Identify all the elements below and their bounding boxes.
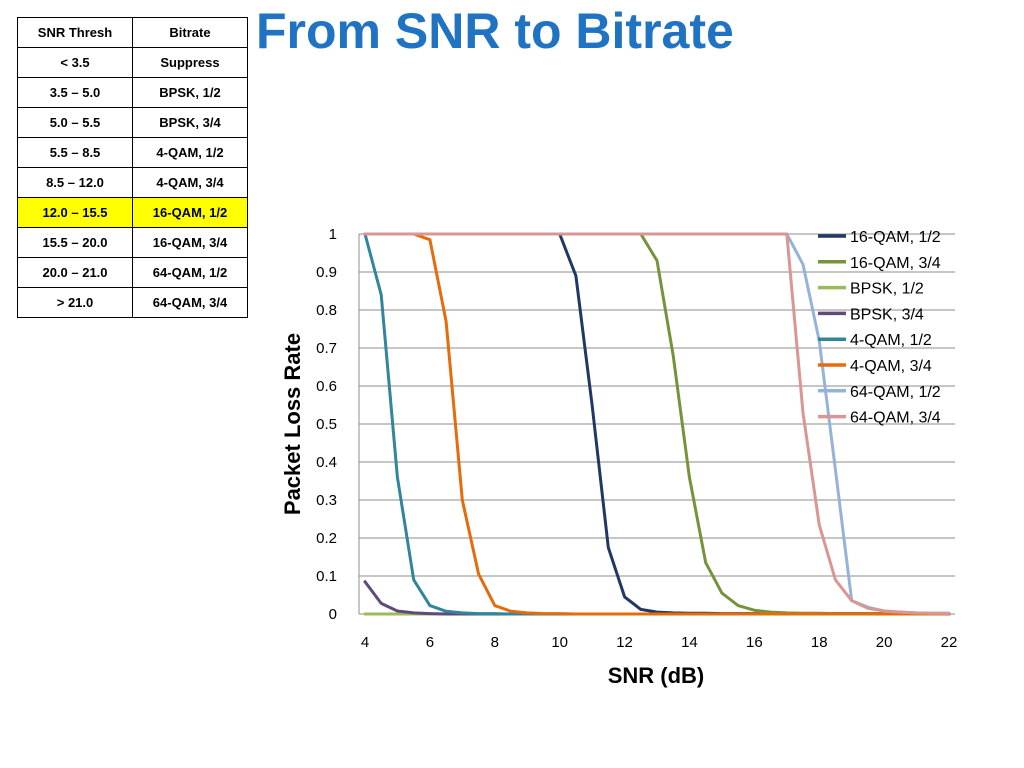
cell-snr-thresh: 8.5 – 12.0 bbox=[17, 167, 133, 198]
table-row: 20.0 – 21.0 64-QAM, 1/2 bbox=[17, 257, 248, 288]
series-line bbox=[363, 232, 951, 616]
legend-label: 16-QAM, 1/2 bbox=[850, 229, 941, 246]
y-axis-label: Packet Loss Rate bbox=[280, 333, 305, 515]
legend-label: 64-QAM, 3/4 bbox=[850, 410, 941, 427]
y-tick-label: 0.9 bbox=[316, 264, 337, 281]
cell-bitrate: 16-QAM, 1/2 bbox=[132, 197, 248, 228]
y-tick-label: 0.7 bbox=[316, 340, 337, 357]
cell-snr-thresh: > 21.0 bbox=[17, 287, 133, 318]
legend-label: BPSK, 1/2 bbox=[850, 281, 924, 298]
y-tick-label: 0.2 bbox=[316, 530, 337, 547]
x-tick-label: 20 bbox=[876, 634, 893, 651]
table-row: 3.5 – 5.0 BPSK, 1/2 bbox=[17, 77, 248, 108]
x-axis-ticks: 4 6 8 10 12 14 16 18 20 22 bbox=[361, 634, 958, 651]
legend-label: 4-QAM, 3/4 bbox=[850, 358, 932, 375]
series-line bbox=[363, 580, 951, 616]
legend-label: 16-QAM, 3/4 bbox=[850, 255, 941, 272]
y-tick-label: 0.1 bbox=[316, 568, 337, 585]
x-axis-label: SNR (dB) bbox=[608, 663, 705, 688]
y-tick-label: 0 bbox=[329, 606, 337, 623]
table-row: 5.5 – 8.5 4-QAM, 1/2 bbox=[17, 137, 248, 168]
table-row: 12.0 – 15.5 16-QAM, 1/2 bbox=[17, 197, 248, 228]
table-row: > 21.0 64-QAM, 3/4 bbox=[17, 287, 248, 318]
snr-bitrate-table: SNR Thresh Bitrate < 3.5 Suppress 3.5 – 5.… bbox=[17, 17, 248, 318]
cell-snr-thresh: 3.5 – 5.0 bbox=[17, 77, 133, 108]
x-tick-label: 18 bbox=[811, 634, 828, 651]
cell-bitrate: 16-QAM, 3/4 bbox=[132, 227, 248, 258]
slide-title: From SNR to Bitrate bbox=[256, 3, 734, 59]
y-tick-label: 0.3 bbox=[316, 492, 337, 509]
x-tick-label: 10 bbox=[551, 634, 568, 651]
cell-snr-thresh: 5.0 – 5.5 bbox=[17, 107, 133, 138]
y-tick-label: 1 bbox=[329, 226, 337, 243]
x-tick-label: 4 bbox=[361, 634, 369, 651]
header-snr-thresh: SNR Thresh bbox=[17, 17, 133, 48]
y-tick-label: 0.6 bbox=[316, 378, 337, 395]
table-body: < 3.5 Suppress 3.5 – 5.0 BPSK, 1/2 5.0 – 5.5… bbox=[17, 47, 248, 318]
cell-bitrate: 4-QAM, 1/2 bbox=[132, 137, 248, 168]
legend-label: BPSK, 3/4 bbox=[850, 306, 924, 323]
y-tick-label: 0.4 bbox=[316, 454, 337, 471]
table-row: 5.0 – 5.5 BPSK, 3/4 bbox=[17, 107, 248, 138]
chart-series bbox=[363, 232, 951, 616]
y-tick-label: 0.5 bbox=[316, 416, 337, 433]
x-tick-label: 16 bbox=[746, 634, 763, 651]
header-bitrate: Bitrate bbox=[132, 17, 248, 48]
cell-snr-thresh: 12.0 – 15.5 bbox=[17, 197, 133, 228]
x-tick-label: 8 bbox=[491, 634, 499, 651]
y-axis-ticks: 0 0.1 0.2 0.3 0.4 0.5 0.6 0.7 0.8 0.9 1 bbox=[316, 226, 337, 623]
x-tick-label: 6 bbox=[426, 634, 434, 651]
chart-legend: 16-QAM, 1/2 16-QAM, 3/4 BPSK, 1/2 BPSK, 3/4… bbox=[818, 229, 941, 427]
legend-label: 64-QAM, 1/2 bbox=[850, 384, 941, 401]
x-tick-label: 12 bbox=[616, 634, 633, 651]
cell-snr-thresh: 5.5 – 8.5 bbox=[17, 137, 133, 168]
y-tick-label: 0.8 bbox=[316, 302, 337, 319]
table-row: 8.5 – 12.0 4-QAM, 3/4 bbox=[17, 167, 248, 198]
cell-bitrate: BPSK, 1/2 bbox=[132, 77, 248, 108]
cell-bitrate: 4-QAM, 3/4 bbox=[132, 167, 248, 198]
x-tick-label: 22 bbox=[941, 634, 958, 651]
cell-snr-thresh: 20.0 – 21.0 bbox=[17, 257, 133, 288]
cell-snr-thresh: < 3.5 bbox=[17, 47, 133, 78]
legend-label: 4-QAM, 1/2 bbox=[850, 332, 932, 349]
x-tick-label: 14 bbox=[681, 634, 698, 651]
table-row: 15.5 – 20.0 16-QAM, 3/4 bbox=[17, 227, 248, 258]
series-line bbox=[363, 232, 951, 615]
cell-bitrate: 64-QAM, 3/4 bbox=[132, 287, 248, 318]
table-header-row: SNR Thresh Bitrate bbox=[17, 17, 248, 48]
cell-snr-thresh: 15.5 – 20.0 bbox=[17, 227, 133, 258]
